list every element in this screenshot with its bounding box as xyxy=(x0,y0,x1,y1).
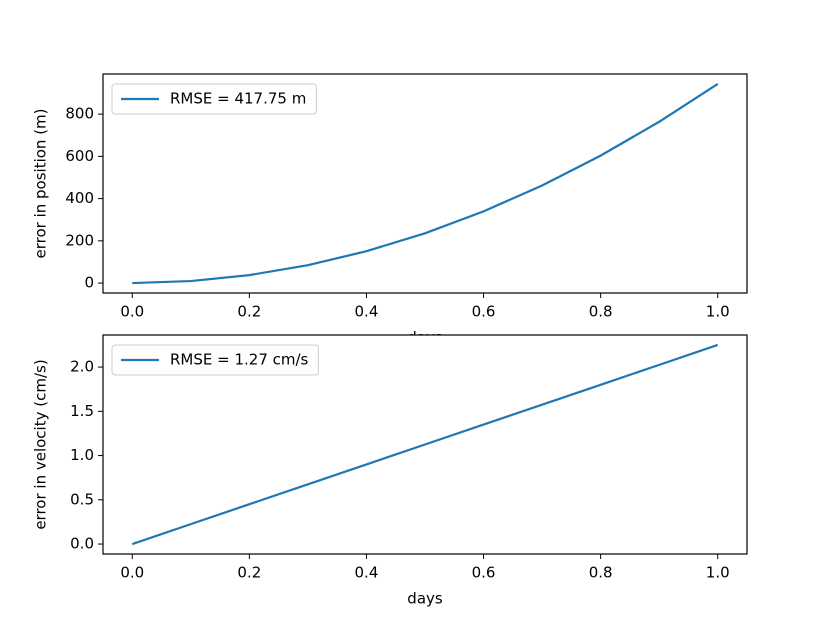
y-tick-label: 1.5 xyxy=(70,402,94,420)
x-tick-label: 0.0 xyxy=(120,303,144,321)
legend-label: RMSE = 1.27 cm/s xyxy=(170,351,309,369)
x-tick-label: 0.8 xyxy=(589,303,613,321)
y-tick-label: 0.0 xyxy=(70,535,94,553)
y-tick-label: 400 xyxy=(65,189,94,207)
x-tick-label: 0.4 xyxy=(355,303,379,321)
y-tick-label: 800 xyxy=(65,105,94,123)
y-tick-label: 2.0 xyxy=(70,358,94,376)
y-tick-label: 0.5 xyxy=(70,490,94,508)
x-tick-label: 1.0 xyxy=(706,303,730,321)
x-tick-label: 1.0 xyxy=(706,564,730,582)
axes-frame xyxy=(102,73,748,294)
line xyxy=(132,83,719,285)
y-axis-label: error in position (m) xyxy=(32,108,50,258)
y-axis-label: error in velocity (cm/s) xyxy=(32,359,50,529)
y-tick-label: 0 xyxy=(84,274,94,292)
legend xyxy=(111,83,317,115)
line xyxy=(131,343,719,546)
x-tick-label: 0.8 xyxy=(589,564,613,582)
y-tick-label: 1.0 xyxy=(70,446,94,464)
x-tick-label: 0.6 xyxy=(472,303,496,321)
y-tick-label: 200 xyxy=(65,231,94,249)
y-tick-label: 600 xyxy=(65,147,94,165)
axes-frame xyxy=(102,334,748,555)
x-tick-label: 0.0 xyxy=(120,564,144,582)
x-axis-label: days xyxy=(407,590,443,608)
x-tick-label: 0.6 xyxy=(472,564,496,582)
legend xyxy=(111,344,319,376)
x-tick-label: 0.4 xyxy=(355,564,379,582)
x-tick-label: 0.2 xyxy=(237,564,261,582)
x-tick-label: 0.2 xyxy=(237,303,261,321)
legend-label: RMSE = 417.75 m xyxy=(170,90,306,108)
